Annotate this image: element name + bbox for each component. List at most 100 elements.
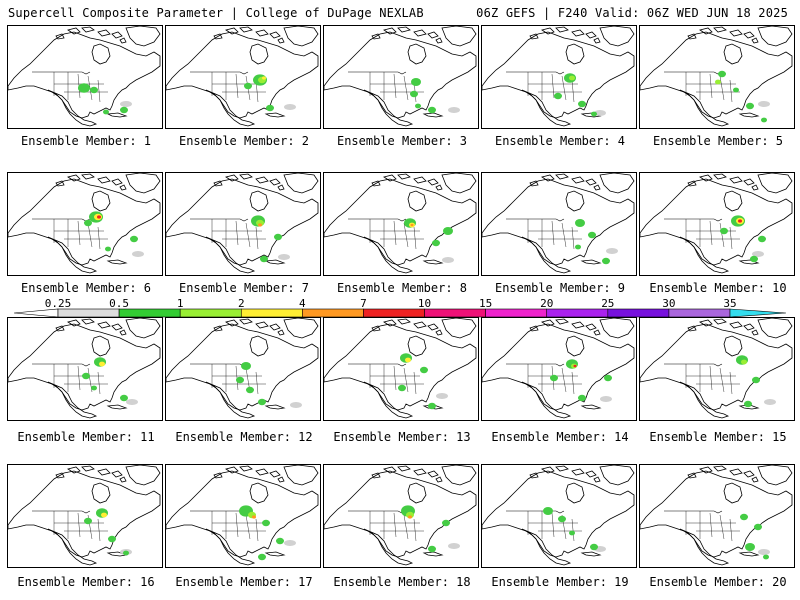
scp-contour (410, 90, 418, 98)
ensemble-member-label: Ensemble Member: 5 (652, 134, 784, 148)
scp-contour (252, 515, 256, 519)
ensemble-member-label: Ensemble Member: 16 (17, 575, 155, 589)
north-america-map (166, 173, 319, 274)
ensemble-member-map (323, 25, 479, 129)
colorbar-arrow-low (13, 308, 59, 318)
colorbar-arrow-high (729, 308, 787, 318)
ensemble-member-map (7, 464, 163, 568)
scp-contour (120, 106, 128, 114)
valid-time: 06Z GEFS | F240 Valid: 06Z WED JUN 18 20… (476, 6, 788, 20)
colorbar-segment (485, 308, 548, 318)
north-america-map (166, 318, 319, 419)
colorbar-tick-label: 30 (662, 298, 675, 310)
colorbar-tick-label: 20 (540, 298, 553, 310)
scp-contour (744, 400, 752, 408)
north-america-map (640, 465, 793, 566)
scp-contour (123, 550, 129, 556)
scp-contour (78, 83, 90, 93)
scp-contour (241, 362, 251, 370)
colorbar-segment (424, 308, 486, 318)
scp-contour (262, 519, 270, 527)
scp-contour (105, 246, 111, 252)
scp-contour (602, 257, 610, 265)
scp-contour (763, 554, 769, 560)
scp-contour (99, 361, 105, 367)
north-america-map (166, 465, 319, 566)
ensemble-member-label: Ensemble Member: 4 (494, 134, 626, 148)
north-america-map (8, 173, 161, 274)
colorbar-tick-label: 4 (299, 298, 306, 310)
scp-contour (405, 357, 411, 363)
scp-contour (588, 231, 596, 239)
colorbar-tick-label: 7 (360, 298, 367, 310)
scp-low-area (132, 251, 144, 257)
scp-low-area (594, 110, 606, 116)
scp-contour (276, 537, 284, 545)
ensemble-member-label: Ensemble Member: 9 (494, 281, 626, 295)
north-america-map (324, 26, 477, 127)
scp-contour (84, 219, 92, 227)
ensemble-member-label: Ensemble Member: 2 (178, 134, 310, 148)
ensemble-member-label: Ensemble Member: 14 (491, 430, 629, 444)
scp-contour (90, 86, 98, 94)
north-america-map (324, 173, 477, 274)
scp-contour (108, 535, 116, 543)
scp-contour (266, 104, 274, 112)
ensemble-member-map (481, 317, 637, 421)
colorbar-tick-label: 1 (177, 298, 184, 310)
ensemble-member-map (481, 464, 637, 568)
north-america-map (640, 318, 793, 419)
scp-low-area (120, 101, 132, 107)
colorbar-segment (118, 308, 181, 318)
scp-contour (428, 402, 436, 410)
scp-contour (258, 398, 266, 406)
colorbar-tick-label: 25 (601, 298, 614, 310)
scp-contour (130, 235, 138, 243)
ensemble-member-label: Ensemble Member: 12 (175, 430, 313, 444)
north-america-map (640, 26, 793, 127)
scp-contour (720, 227, 728, 235)
scp-low-area (284, 540, 296, 546)
north-america-map (482, 465, 635, 566)
scp-contour (262, 76, 266, 80)
scp-contour (741, 359, 747, 365)
scp-low-area (606, 248, 618, 254)
ensemble-member-label: Ensemble Member: 1 (20, 134, 152, 148)
north-america-map (8, 318, 161, 419)
scp-contour (260, 255, 268, 263)
scp-contour (256, 219, 264, 227)
scp-contour (750, 255, 758, 263)
scp-contour (554, 92, 562, 100)
scp-contour (246, 386, 254, 394)
scp-contour (258, 553, 266, 561)
scp-contour (428, 545, 436, 553)
scp-contour (84, 517, 92, 525)
ensemble-member-label: Ensemble Member: 8 (336, 281, 468, 295)
ensemble-member-label: Ensemble Member: 7 (178, 281, 310, 295)
north-america-map (482, 26, 635, 127)
north-america-map (482, 318, 635, 419)
scp-contour (420, 366, 428, 374)
colorbar-segment (607, 308, 670, 318)
scp-contour (432, 239, 440, 247)
ensemble-member-label: Ensemble Member: 3 (336, 134, 468, 148)
scp-contour (758, 235, 766, 243)
colorbar-tick-label: 2 (238, 298, 245, 310)
colorbar-tick-label: 35 (723, 298, 736, 310)
ensemble-member-label: Ensemble Member: 13 (333, 430, 471, 444)
scp-contour (415, 103, 421, 109)
scp-contour (406, 511, 414, 519)
ensemble-member-label: Ensemble Member: 18 (333, 575, 471, 589)
colorbar-segment (546, 308, 609, 318)
ensemble-member-label: Ensemble Member: 6 (20, 281, 152, 295)
scp-contour (715, 79, 721, 85)
colorbar-segment (57, 308, 120, 318)
ensemble-member-label: Ensemble Member: 11 (17, 430, 155, 444)
colorbar-tick-label: 0.25 (45, 298, 72, 310)
colorbar-tick-label: 0.5 (109, 298, 129, 310)
ensemble-member-map (323, 464, 479, 568)
scp-low-area (126, 399, 138, 405)
scp-contour (761, 117, 767, 123)
scp-contour (752, 376, 760, 384)
ensemble-member-label: Ensemble Member: 17 (175, 575, 313, 589)
